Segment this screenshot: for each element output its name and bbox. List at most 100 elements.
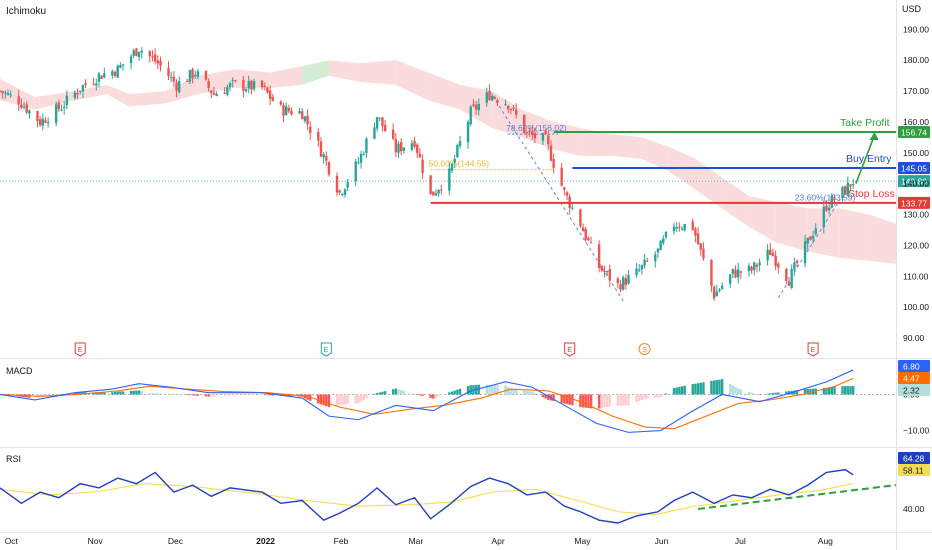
candle-body: [440, 189, 443, 191]
macd-histogram-bar: [803, 389, 807, 395]
candle-body: [600, 265, 603, 271]
macd-histogram-bar: [477, 384, 480, 395]
macd-histogram-bar: [46, 394, 50, 397]
macd-histogram-bar: [488, 384, 491, 395]
macd-histogram-bar: [806, 389, 809, 395]
earnings-marker: [807, 342, 819, 357]
candle-body: [814, 228, 817, 235]
x-tick-label: May: [574, 536, 591, 546]
candle-body: [533, 133, 537, 139]
macd-histogram-bar: [710, 380, 713, 395]
candle-body: [766, 249, 769, 261]
macd-histogram-bar: [523, 390, 526, 395]
candle-body: [769, 249, 772, 256]
cloud-segment: [641, 137, 669, 172]
macd-histogram-bar: [346, 394, 349, 405]
candle-body: [712, 286, 716, 299]
candle-body: [284, 106, 288, 116]
macd-histogram-bar: [638, 394, 641, 402]
candle-body: [153, 54, 157, 62]
candle-body: [196, 71, 200, 77]
candle-body: [381, 117, 384, 127]
candle-body: [290, 111, 293, 115]
candle-body: [111, 71, 114, 76]
candle-body: [549, 145, 553, 161]
cloud-segment: [775, 202, 808, 252]
macd-histogram-bar: [739, 389, 743, 395]
fib-level-label: 50.00%(144.55): [429, 159, 490, 169]
candle-body: [774, 255, 777, 266]
candle-body: [335, 175, 339, 193]
macd-histogram-bar: [156, 393, 160, 395]
candle-body: [306, 115, 309, 125]
macd-histogram-bar: [57, 394, 61, 396]
macd-histogram-bar: [822, 387, 825, 395]
macd-histogram-bar: [506, 386, 510, 395]
event-marker-label: E: [811, 347, 816, 354]
candle-body: [375, 117, 379, 129]
macd-histogram-bar: [560, 394, 563, 403]
price-tick-label: 180.00: [903, 55, 929, 65]
macd-histogram-bar: [734, 386, 737, 395]
macd-histogram-bar: [490, 384, 494, 395]
macd-histogram-bar: [159, 393, 162, 395]
candle-body: [84, 83, 87, 85]
candle-body: [378, 117, 381, 119]
macd-histogram-bar: [319, 394, 323, 405]
macd-histogram-bar: [121, 391, 125, 395]
candle-body: [156, 60, 160, 64]
macd-value-tag-label: 6.80: [903, 362, 920, 372]
macd-histogram-bar: [565, 394, 569, 405]
macd-histogram-bar: [432, 394, 435, 399]
event-marker-label: E: [567, 347, 572, 354]
price-tick-label: 160.00: [903, 117, 929, 127]
macd-histogram-bar: [450, 391, 454, 395]
macd-histogram-bar: [608, 394, 612, 407]
candle-body: [710, 259, 713, 287]
rsi-value-tag-label: 58.11: [903, 466, 924, 476]
macd-histogram-bar: [547, 394, 550, 400]
macd-histogram-bar: [787, 391, 791, 395]
macd-histogram-bar: [589, 394, 593, 409]
x-tick-label: Dec: [168, 536, 184, 546]
candle-body: [188, 70, 192, 82]
macd-histogram-bar: [242, 394, 245, 396]
macd-histogram-bar: [194, 394, 197, 396]
macd-histogram-bar: [512, 388, 515, 395]
macd-histogram-bar: [541, 394, 545, 398]
x-tick-label: Mar: [409, 536, 424, 546]
stop-loss-tag-label: 133.77: [901, 198, 927, 208]
macd-histogram-bar: [234, 394, 237, 396]
macd-histogram-bar: [466, 386, 470, 395]
macd-histogram-bar: [852, 386, 855, 395]
macd-histogram-bar: [135, 390, 138, 395]
macd-histogram-bar: [646, 394, 649, 399]
candle-body: [159, 60, 162, 66]
price-tick-label: 130.00: [903, 210, 929, 220]
macd-histogram-bar: [226, 394, 229, 396]
macd-histogram-bar: [675, 387, 678, 395]
candle-body: [581, 227, 585, 232]
candle-body: [242, 80, 245, 91]
candle-body: [210, 90, 213, 94]
candle-body: [541, 133, 545, 141]
macd-histogram-bar: [375, 393, 379, 395]
macd-histogram-bar: [453, 390, 456, 395]
candle-body: [699, 243, 702, 250]
macd-histogram-bar: [774, 392, 777, 395]
macd-histogram-bar: [119, 391, 122, 395]
macd-histogram-bar: [188, 394, 192, 396]
macd-histogram-bar: [76, 392, 79, 395]
candle-body: [488, 90, 491, 101]
macd-histogram-bar: [172, 394, 176, 395]
candle-body: [849, 184, 852, 187]
macd-histogram-bar: [207, 394, 210, 397]
price-tick-label: 190.00: [903, 24, 929, 34]
macd-histogram-bar: [54, 394, 58, 396]
buy-entry-tag-label: 145.05: [901, 164, 927, 174]
candle-body: [477, 103, 480, 111]
macd-histogram-bar: [434, 394, 438, 398]
macd-histogram-bar: [694, 383, 697, 395]
macd-histogram-bar: [373, 393, 376, 395]
candle-body: [263, 85, 266, 87]
